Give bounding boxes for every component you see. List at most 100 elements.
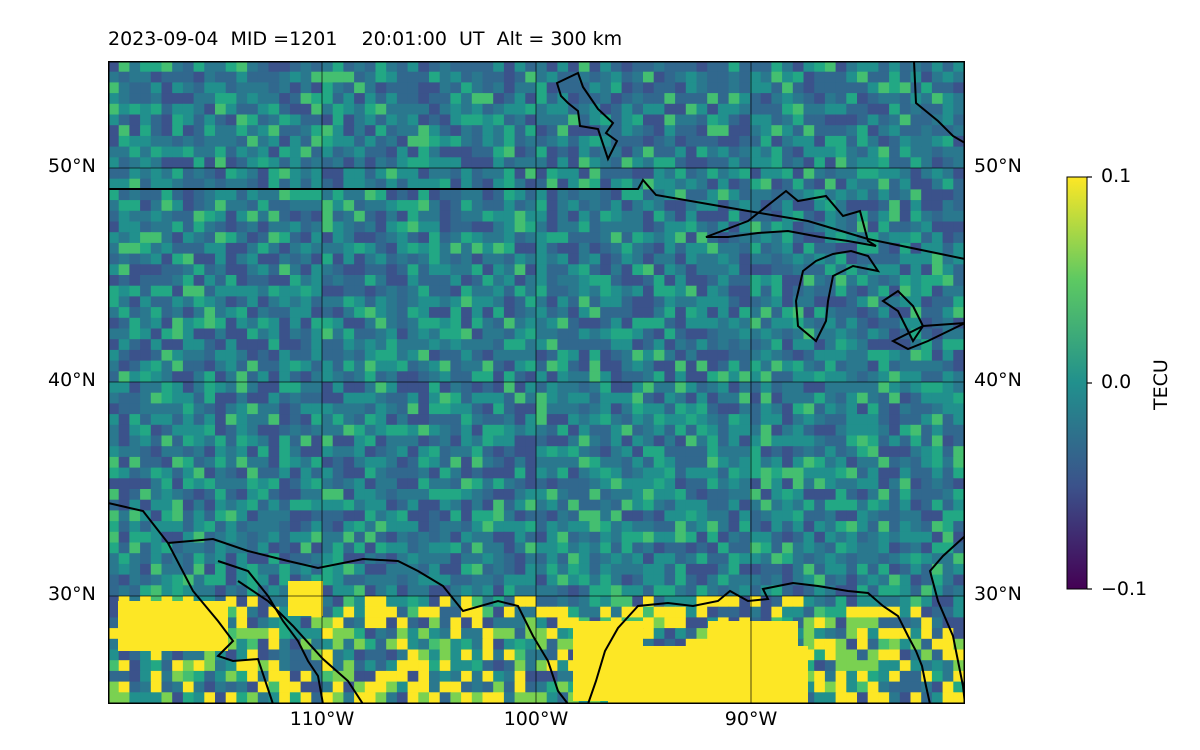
tec-cell xyxy=(514,649,526,661)
tec-cell xyxy=(289,489,302,501)
tec-cell xyxy=(461,82,473,94)
tec-cell xyxy=(108,617,120,629)
tec-cell xyxy=(717,328,730,340)
tec-cell xyxy=(610,574,623,586)
tec-cell xyxy=(707,467,719,479)
tec-cell xyxy=(878,178,890,190)
tec-cell xyxy=(664,574,676,586)
tec-cell xyxy=(857,114,869,126)
tec-cell xyxy=(782,478,794,490)
tec-cell xyxy=(279,317,291,330)
tec-cell xyxy=(685,168,698,180)
tec-cell xyxy=(578,456,591,469)
tec-cell xyxy=(300,574,312,586)
tec-cell xyxy=(364,371,377,383)
tec-cell xyxy=(771,489,783,501)
tec-cell xyxy=(418,114,430,126)
tec-cell xyxy=(300,489,312,501)
tec-cell xyxy=(889,296,901,308)
tec-cell xyxy=(450,93,462,105)
tec-cell xyxy=(750,242,762,255)
tec-cell xyxy=(867,82,879,94)
tec-cell xyxy=(653,157,665,169)
tec-cell xyxy=(653,317,665,330)
tec-cell xyxy=(161,339,173,351)
tec-cell xyxy=(717,307,730,319)
tec-cell xyxy=(204,328,216,340)
tec-cell xyxy=(610,146,623,158)
tec-cell xyxy=(140,446,152,458)
tec-cell xyxy=(225,628,237,640)
tec-cell xyxy=(921,135,933,148)
tec-cell xyxy=(557,371,569,383)
tec-cell xyxy=(803,221,815,233)
tec-cell xyxy=(215,446,227,458)
tec-cell xyxy=(418,103,430,116)
tec-cell xyxy=(204,360,216,372)
tec-cell xyxy=(322,596,334,608)
tec-cell xyxy=(525,349,537,362)
tec-cell xyxy=(953,178,965,190)
tec-cell xyxy=(450,221,462,233)
tec-cell xyxy=(429,499,441,511)
tec-cell xyxy=(503,510,516,522)
tec-cell xyxy=(418,510,430,522)
tec-cell xyxy=(471,178,484,190)
tec-cell xyxy=(707,521,719,533)
tec-cell xyxy=(247,285,259,297)
tec-cell xyxy=(803,553,815,565)
tec-cell xyxy=(835,456,847,469)
tec-cell xyxy=(279,638,291,651)
tec-cell xyxy=(182,499,195,511)
tec-cell xyxy=(771,200,783,212)
tec-cell xyxy=(910,670,922,683)
tec-cell xyxy=(814,264,826,276)
tec-cell xyxy=(182,253,195,265)
tec-cell xyxy=(675,349,687,362)
tec-cell xyxy=(193,446,205,458)
tec-cell xyxy=(782,456,794,469)
tec-cell xyxy=(525,585,537,597)
tec-cell xyxy=(311,296,323,308)
tec-cell xyxy=(867,489,879,501)
tec-cell xyxy=(108,681,120,693)
tec-cell xyxy=(750,403,762,415)
tec-cell xyxy=(643,285,655,297)
tec-cell xyxy=(653,253,665,265)
tec-cell xyxy=(225,467,237,479)
tec-cell xyxy=(268,135,280,148)
tec-cell xyxy=(750,339,762,351)
tec-cell xyxy=(803,349,815,362)
tec-cell xyxy=(471,253,484,265)
tec-cell xyxy=(439,692,451,704)
tec-cell xyxy=(910,253,922,265)
tec-cell xyxy=(514,114,526,126)
tec-cell xyxy=(514,670,526,683)
tec-cell xyxy=(750,178,762,190)
tec-cell xyxy=(931,349,944,362)
tec-cell xyxy=(354,649,366,661)
tec-cell xyxy=(782,553,794,565)
tec-cell xyxy=(386,649,398,661)
tec-cell xyxy=(728,435,740,447)
tec-cell xyxy=(782,114,794,126)
tec-cell xyxy=(728,114,740,126)
tec-cell xyxy=(824,178,837,190)
tec-cell xyxy=(782,264,794,276)
tec-cell xyxy=(311,168,323,180)
tec-cell xyxy=(792,264,805,276)
tec-cell xyxy=(696,628,708,640)
tec-cell xyxy=(429,264,441,276)
tec-cell xyxy=(150,328,163,340)
tec-cell xyxy=(910,660,922,672)
tec-cell xyxy=(536,489,548,501)
tec-cell xyxy=(172,82,184,94)
tec-cell xyxy=(161,414,173,426)
tec-cell xyxy=(418,606,430,618)
tec-cell xyxy=(568,210,580,223)
tec-cell xyxy=(942,414,954,426)
tec-cell xyxy=(247,71,259,83)
tec-cell xyxy=(889,178,901,190)
tec-cell xyxy=(760,71,772,83)
tec-cell xyxy=(792,71,805,83)
